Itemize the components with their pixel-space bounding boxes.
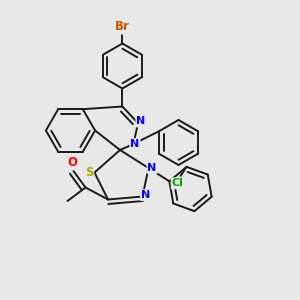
Text: O: O	[67, 156, 77, 169]
Text: S: S	[85, 166, 93, 179]
Text: N: N	[141, 190, 150, 200]
Text: Br: Br	[115, 20, 130, 34]
Text: N: N	[136, 116, 146, 127]
Text: Cl: Cl	[172, 178, 184, 188]
Text: N: N	[148, 163, 157, 173]
Text: N: N	[130, 139, 140, 149]
